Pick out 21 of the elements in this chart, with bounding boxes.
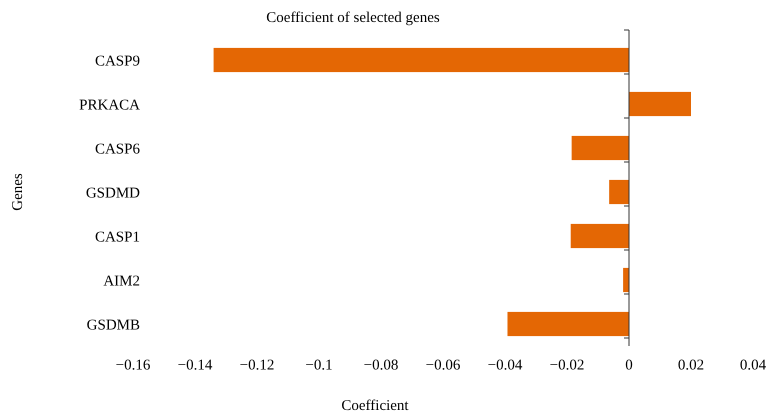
x-tick-label: −0.04	[488, 357, 523, 374]
y-tick-label: GSDMB	[86, 317, 140, 334]
x-tick-label: 0	[625, 357, 633, 374]
chart-title: Coefficient of selected genes	[266, 10, 440, 26]
x-tick-label: 0.04	[740, 357, 767, 374]
x-tick-label: −0.14	[178, 357, 213, 374]
y-tick-label: GSDMD	[86, 185, 140, 202]
y-tick-label: CASP6	[94, 141, 140, 158]
x-tick-label: 0.02	[678, 357, 704, 374]
x-tick-label: −0.16	[116, 357, 151, 374]
y-tick-label: CASP9	[94, 53, 140, 70]
x-tick-label: −0.02	[550, 357, 584, 374]
y-tick-label: PRKACA	[79, 97, 140, 114]
x-tick-label: −0.12	[240, 357, 274, 374]
y-axis-title: Genes	[10, 173, 26, 211]
x-tick-label: −0.06	[426, 357, 461, 374]
x-tick-label: −0.1	[305, 357, 333, 374]
y-tick-label: AIM2	[103, 273, 140, 290]
x-tick-label: −0.08	[364, 357, 398, 374]
x-axis-title: Coefficient	[341, 398, 410, 414]
y-tick-label: CASP1	[94, 229, 140, 246]
